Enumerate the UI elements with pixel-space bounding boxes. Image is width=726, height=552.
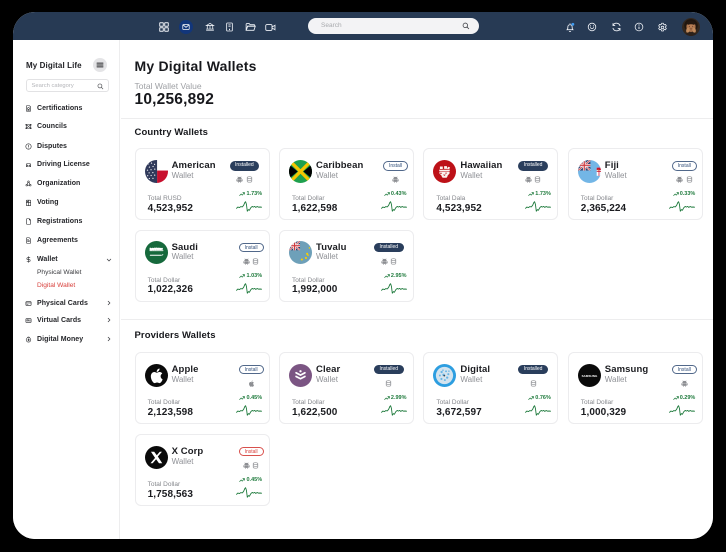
- svg-text:SAMSUNG: SAMSUNG: [581, 373, 597, 377]
